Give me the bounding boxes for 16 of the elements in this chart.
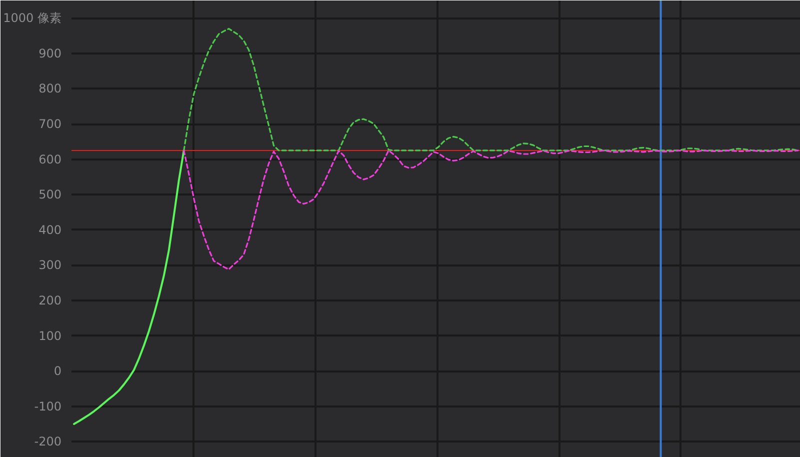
y-tick-label: -200	[34, 434, 62, 449]
y-tick-label: 500	[38, 188, 62, 202]
y-tick-label: 700	[38, 117, 62, 132]
y-tick-label: 100	[38, 328, 62, 343]
line-series	[183, 150, 799, 270]
y-tick-label: 200	[38, 293, 62, 308]
line-series	[183, 28, 799, 152]
y-tick-label: 400	[38, 222, 62, 237]
y-tick-label: -100	[34, 399, 62, 414]
y-tick-label: 1000 像素	[3, 11, 62, 26]
y-tick-label: 0	[54, 364, 62, 378]
y-tick-label: 800	[38, 82, 62, 96]
line-series	[72, 149, 185, 425]
y-tick-label: 900	[38, 46, 62, 60]
y-tick-label: 300	[38, 258, 62, 272]
y-tick-label: 600	[38, 152, 62, 166]
